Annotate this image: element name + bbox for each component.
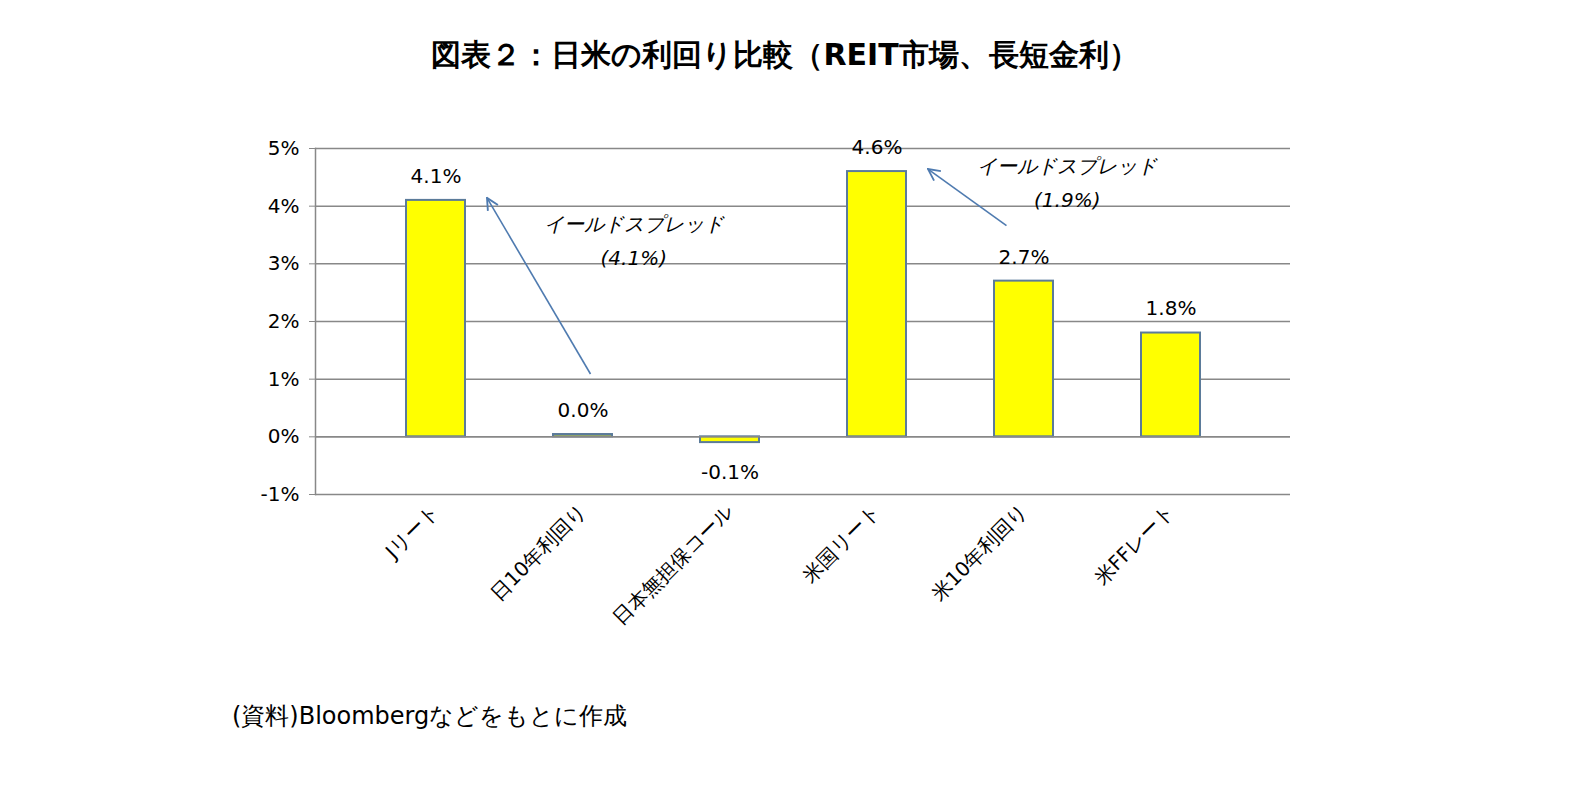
svg-text:4.6%: 4.6%: [852, 135, 903, 159]
svg-text:4%: 4%: [268, 194, 300, 218]
svg-text:2%: 2%: [268, 309, 300, 333]
svg-text:5%: 5%: [268, 136, 300, 160]
html-text:(資料)Bloombergなどをもとに作成: (資料)Bloombergなどをもとに作成: [232, 702, 628, 730]
svg-text:2.7%: 2.7%: [999, 245, 1050, 269]
svg-text:イールドスプレッド(4.1%): イールドスプレッド(4.1%): [544, 212, 725, 270]
svg-text:米FFレート: 米FFレート: [1089, 500, 1179, 590]
svg-text:-1%: -1%: [261, 482, 300, 506]
svg-text:イールドスプレッド(1.9%): イールドスプレッド(1.9%): [977, 154, 1158, 212]
svg-text:4.1%: 4.1%: [411, 164, 462, 188]
svg-text:米10年利回り: 米10年利回り: [926, 500, 1032, 606]
svg-text:1.8%: 1.8%: [1146, 296, 1197, 320]
svg-text:3%: 3%: [268, 251, 300, 275]
svg-text:1%: 1%: [268, 367, 300, 391]
svg-text:Jリート: Jリート: [379, 500, 444, 565]
svg-text:日本無担保コール: 日本無担保コール: [608, 500, 738, 630]
svg-text:米国リート: 米国リート: [797, 500, 885, 588]
html-text:図表２：日米の利回り比較（REIT市場、長短金利）: 図表２：日米の利回り比較（REIT市場、長短金利）: [431, 37, 1139, 72]
svg-text:0%: 0%: [268, 424, 300, 448]
svg-text:0.0%: 0.0%: [558, 398, 609, 422]
svg-text:-0.1%: -0.1%: [701, 460, 759, 484]
svg-text:日10年利回り: 日10年利回り: [485, 500, 591, 606]
